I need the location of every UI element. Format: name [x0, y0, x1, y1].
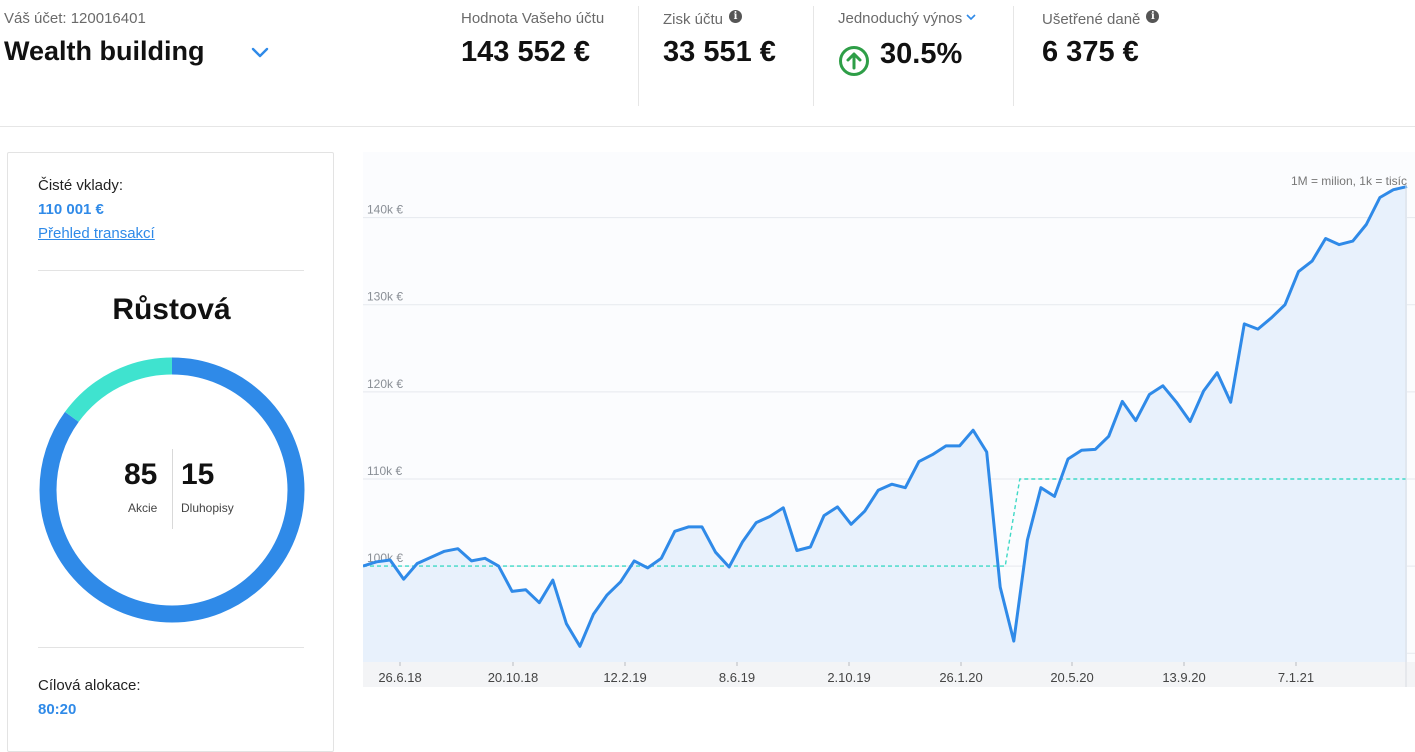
stocks-percent: 85 [124, 458, 158, 491]
y-tick-label: 110k € [367, 464, 402, 478]
target-allocation-label: Cílová alokace: [38, 677, 141, 694]
x-tick-label: 13.9.20 [1162, 670, 1205, 685]
account-value-stat: Hodnota Vašeho účtu 143 552 € [461, 0, 631, 106]
performance-chart: 90k €100k €110k €120k €130k €140k €26.6.… [362, 152, 1415, 734]
profit-value: 33 551 € [663, 36, 776, 68]
y-tick-label: 130k € [367, 290, 403, 304]
donut-divider [172, 449, 173, 529]
header-divider [813, 6, 814, 106]
x-tick-label: 8.6.19 [719, 670, 755, 685]
deposits-value: 110 001 € [38, 201, 104, 218]
return-stat: Jednoduchý výnos 30.5% [838, 0, 1008, 106]
stocks-label: Akcie [128, 501, 158, 515]
tax-label: Ušetřené daně [1042, 11, 1141, 28]
account-value-label: Hodnota Vašeho účtu [461, 10, 605, 27]
arrow-up-circle-icon [839, 46, 869, 76]
x-tick-label: 26.1.20 [939, 670, 982, 685]
header-divider [1013, 6, 1014, 106]
x-tick-label: 20.10.18 [488, 670, 539, 685]
target-allocation-value: 80:20 [38, 701, 77, 718]
account-value-area [363, 186, 1407, 662]
x-tick-label: 20.5.20 [1050, 670, 1093, 685]
return-label: Jednoduchý výnos [838, 10, 963, 27]
x-tick-label: 2.10.19 [827, 670, 870, 685]
chart-units-note: 1M = milion, 1k = tisíc [1290, 174, 1407, 188]
strategy-name: Růstová [112, 293, 231, 326]
profit-label: Zisk účtu [663, 11, 724, 28]
account-value-line [362, 185, 1408, 648]
tax-stat: Ušetřené daně i 6 375 € [1042, 0, 1212, 106]
net-deposits-line [363, 478, 1407, 567]
portfolio-panel: Čisté vklady: 110 001 € Přehled transakc… [7, 152, 334, 752]
y-tick-label: 140k € [367, 203, 403, 217]
allocation-donut-chart [39, 357, 305, 623]
account-value: 143 552 € [461, 36, 591, 68]
return-selector[interactable]: Jednoduchý výnos [838, 10, 976, 27]
info-icon[interactable]: i [729, 10, 743, 23]
x-tick-label: 7.1.21 [1278, 670, 1314, 685]
deposits-label: Čisté vklady: [38, 177, 124, 194]
transactions-link[interactable]: Přehled transakcí [38, 225, 155, 242]
account-number-label: Váš účet: 120016401 [4, 10, 146, 27]
header-divider [638, 6, 639, 106]
y-tick-label: 120k € [367, 377, 403, 391]
account-header: Váš účet: 120016401 Wealth building Hodn… [0, 0, 1415, 127]
account-name[interactable]: Wealth building [4, 36, 205, 66]
info-icon[interactable]: i [1146, 10, 1160, 23]
x-tick-label: 12.2.19 [603, 670, 646, 685]
tax-value: 6 375 € [1042, 36, 1139, 68]
performance-chart-svg[interactable]: 90k €100k €110k €120k €130k €140k €26.6.… [362, 152, 1415, 734]
chevron-down-icon[interactable] [966, 13, 976, 21]
donut-segment-bonds [39, 357, 305, 623]
profit-stat: Zisk účtu i 33 551 € [663, 0, 808, 106]
chevron-down-icon[interactable] [248, 40, 272, 64]
x-axis-band [363, 662, 1415, 687]
bonds-percent: 15 [181, 458, 215, 491]
divider [38, 270, 304, 271]
bonds-label: Dluhopisy [181, 501, 234, 515]
return-value: 30.5% [880, 38, 963, 70]
x-tick-label: 26.6.18 [378, 670, 421, 685]
divider [38, 647, 304, 648]
